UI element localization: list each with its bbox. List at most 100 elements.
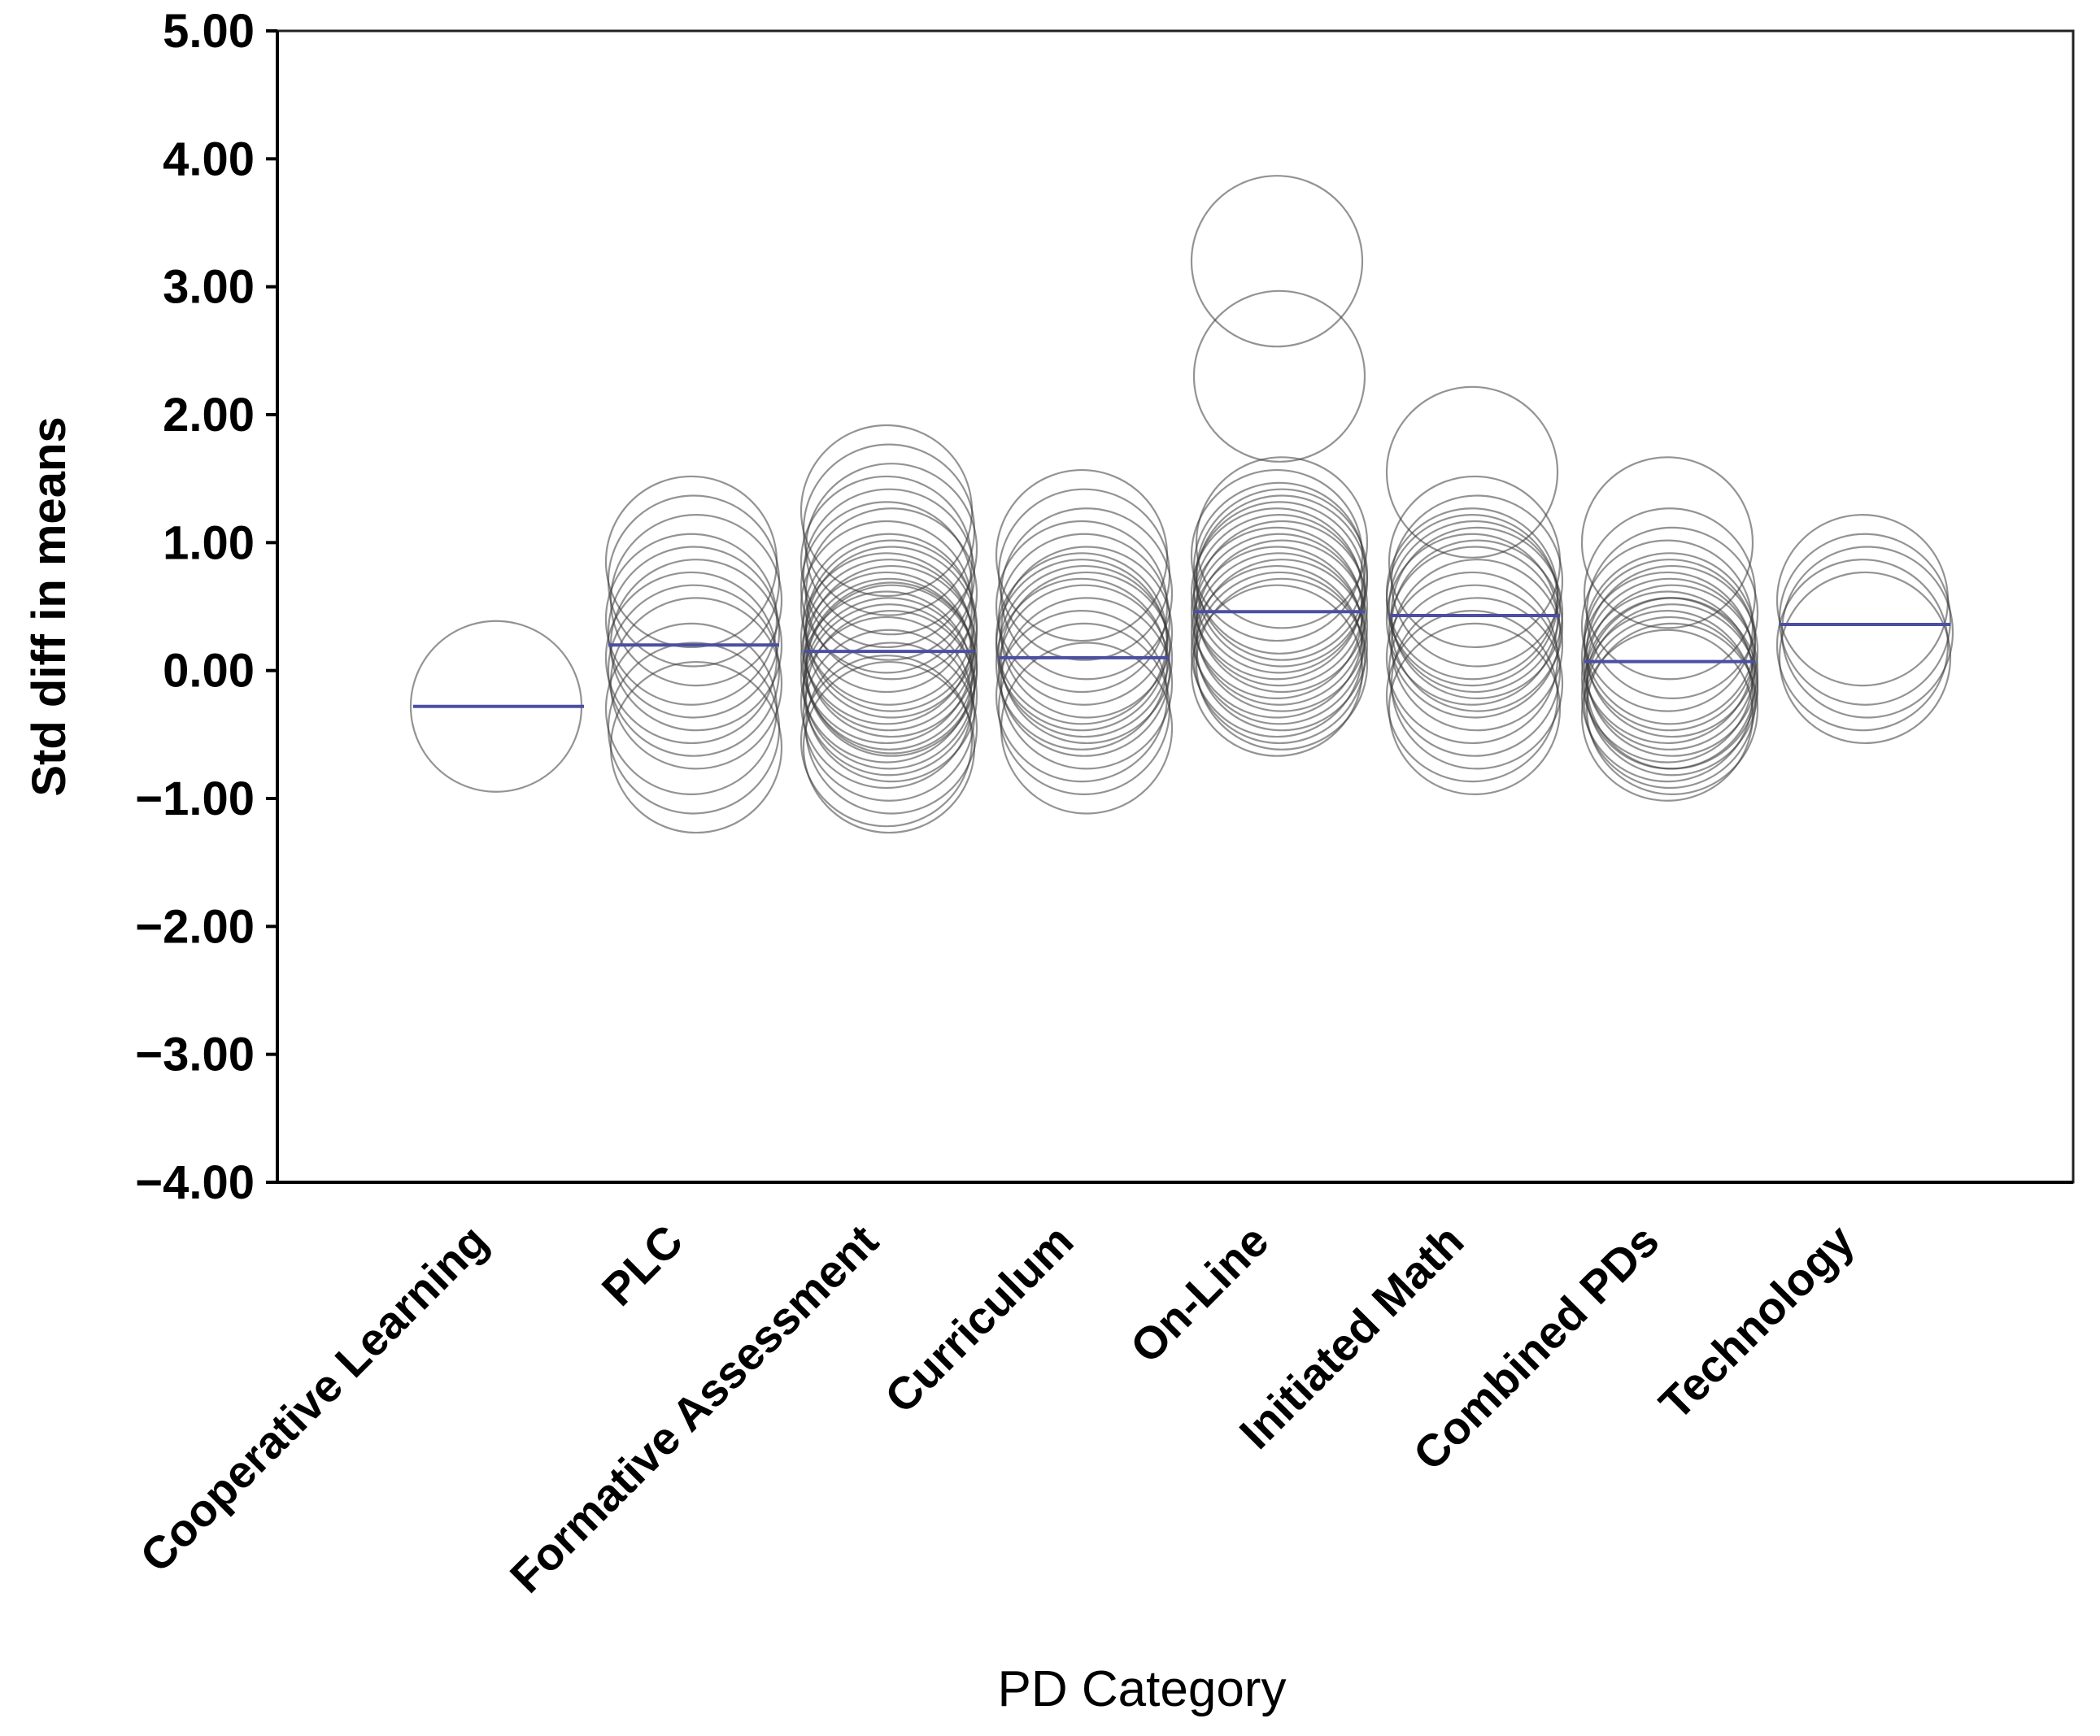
study-circle: [1585, 597, 1759, 770]
study-circle: [607, 584, 781, 757]
study-circle: [1388, 546, 1562, 719]
study-circle: [1195, 559, 1369, 732]
study-circle: [1192, 571, 1366, 745]
study-circle: [1778, 571, 1952, 745]
study-circle: [609, 660, 783, 834]
category-mean-lines: [413, 610, 1950, 708]
study-circle: [604, 475, 778, 649]
study-circle: [799, 655, 974, 828]
study-circle: [1385, 610, 1559, 783]
study-circle: [609, 597, 783, 770]
study-circle: [1585, 526, 1759, 699]
study-circle: [604, 533, 778, 706]
study-circle: [1192, 481, 1366, 655]
y-tick-label: 5.00: [163, 5, 255, 58]
study-circle: [1192, 289, 1366, 463]
study-circle: [609, 514, 783, 687]
study-circle: [995, 552, 1169, 725]
x-category-label: Curriculum: [875, 1215, 1083, 1423]
study-circle: [1000, 597, 1174, 770]
x-category-label: Cooperative Learning: [130, 1215, 498, 1582]
plot-area: [276, 29, 2075, 1184]
study-circle: [1780, 546, 1954, 719]
study-circle: [1000, 507, 1174, 681]
study-circle: [997, 584, 1171, 757]
study-circle: [1390, 539, 1564, 712]
x-category-label: On-Line: [1120, 1215, 1278, 1373]
study-circle: [1385, 533, 1559, 706]
study-circle: [607, 546, 781, 719]
y-tick-label: −3.00: [135, 1029, 255, 1081]
study-circle: [1195, 488, 1369, 661]
study-circle: [1388, 622, 1562, 795]
study-circle: [1385, 514, 1559, 687]
study-circle: [799, 616, 974, 790]
study-circle: [804, 507, 978, 681]
study-circle: [1583, 559, 1757, 732]
study-circle: [1192, 552, 1366, 725]
study-circle: [799, 520, 974, 694]
y-tick-labels: 5.00 4.00 3.00 2.00 1.00 0.00 −1.00 −2.00 −3.00 −…: [135, 5, 277, 1209]
study-circle: [1190, 507, 1364, 681]
study-circle: [1385, 571, 1559, 745]
y-tick-label: −1.00: [135, 772, 255, 825]
study-circle: [1190, 564, 1364, 738]
study-circle: [607, 642, 781, 815]
study-circle: [1192, 533, 1366, 706]
study-circle: [1390, 597, 1564, 770]
study-circle: [997, 564, 1171, 738]
study-circle: [802, 629, 976, 802]
study-circle: [799, 501, 974, 674]
study-circle: [1190, 468, 1364, 642]
x-category-label: PLC: [592, 1215, 693, 1316]
study-circle: [799, 475, 974, 649]
study-circle: [1000, 642, 1174, 815]
study-circle: [802, 660, 976, 834]
x-category-label: Technology: [1649, 1215, 1864, 1429]
study-circle: [1585, 584, 1759, 757]
y-tick-label: 3.00: [163, 261, 255, 314]
study-circle: [1192, 514, 1366, 687]
y-tick-label: −2.00: [135, 900, 255, 953]
study-circle: [804, 539, 978, 712]
study-circle: [799, 571, 974, 745]
study-circle: [1190, 546, 1364, 719]
study-circle: [1390, 559, 1564, 732]
study-circle: [1388, 584, 1562, 757]
study-circle: [1580, 610, 1754, 783]
study-circle: [1195, 539, 1369, 712]
study-circle: [1192, 501, 1366, 674]
study-circle: [604, 571, 778, 745]
study-circle: [995, 610, 1169, 783]
study-circle: [1195, 577, 1369, 751]
y-tick-label: −4.00: [135, 1156, 255, 1209]
y-tick-label: 4.00: [163, 133, 255, 185]
study-circle: [995, 520, 1169, 694]
study-circle: [804, 463, 978, 636]
y-tick-label: 0.00: [163, 645, 255, 698]
study-circle: [1190, 584, 1364, 757]
study-circles: [409, 175, 1954, 834]
y-axis-title: Std diff in means: [23, 416, 76, 796]
study-circle: [802, 577, 976, 751]
study-circle: [1390, 494, 1564, 668]
x-axis-title: PD Category: [998, 1661, 1287, 1717]
study-circle: [799, 590, 974, 764]
plot-frame: [276, 29, 2075, 1184]
study-circle: [1585, 622, 1759, 795]
study-circle: [1580, 571, 1754, 745]
study-circle: [1580, 590, 1754, 764]
x-category-label: Formative Assessment: [500, 1215, 888, 1603]
y-tick-label: 2.00: [163, 389, 255, 442]
study-circle: [1195, 456, 1369, 629]
study-circle: [1580, 629, 1754, 802]
study-circle: [1190, 175, 1364, 348]
study-circle: [1580, 456, 1754, 629]
study-circle: [995, 577, 1169, 751]
study-circle: [1778, 533, 1952, 706]
y-tick-label: 1.00: [163, 516, 255, 569]
study-circle: [1585, 564, 1759, 738]
